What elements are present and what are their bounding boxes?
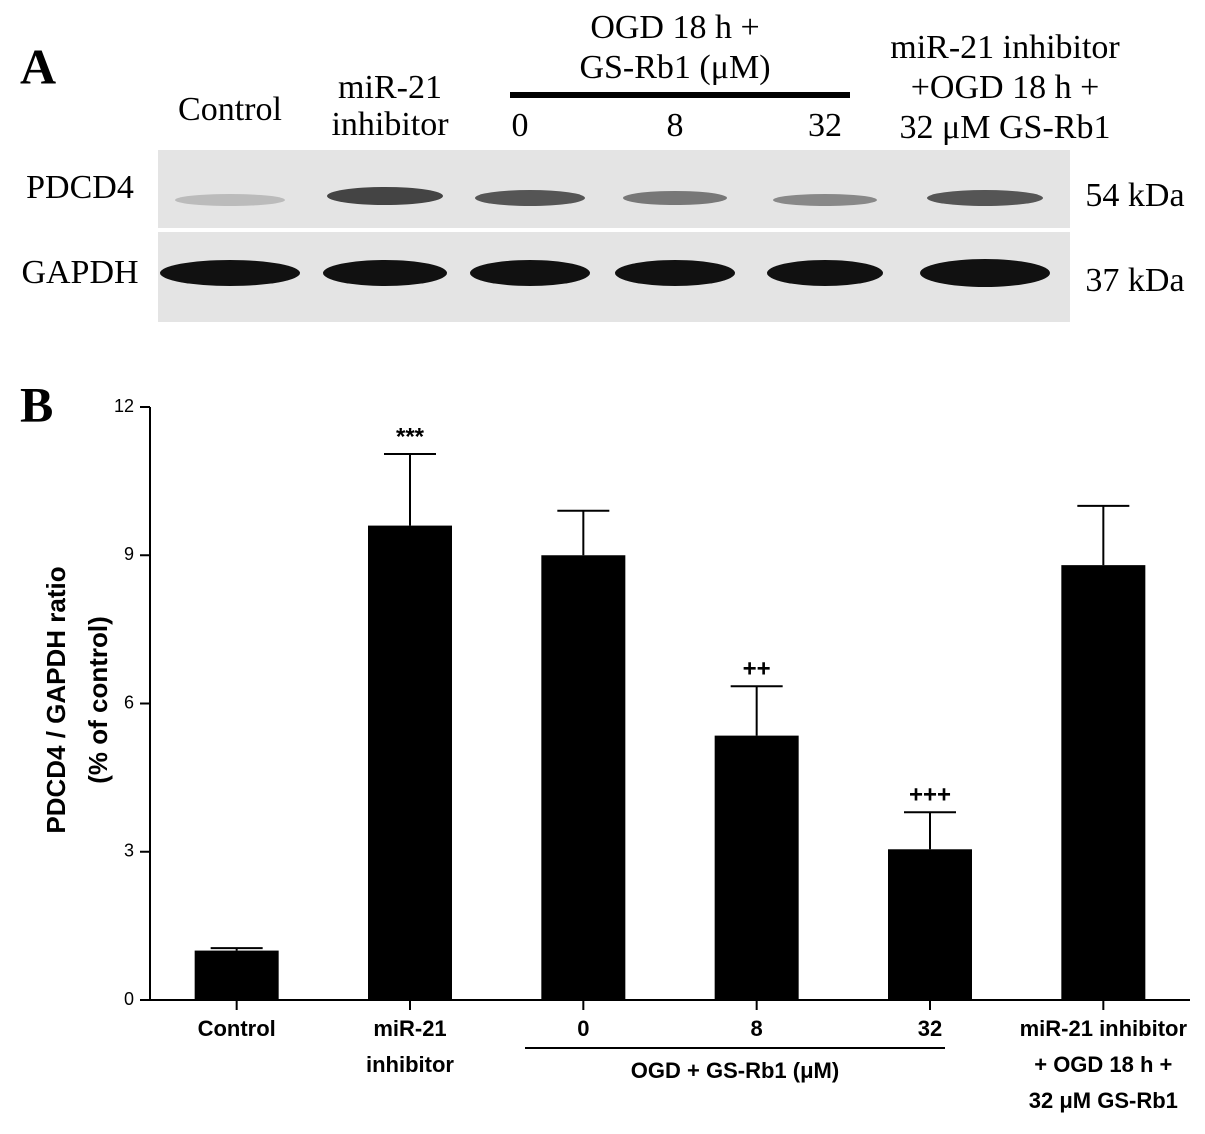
bar [368, 525, 452, 1000]
band [773, 194, 877, 206]
bar [194, 950, 279, 1000]
bands [160, 187, 1050, 287]
band [615, 260, 735, 286]
row-size: 37 kDa [1085, 262, 1184, 299]
lane-label: miR-21 inhibitor [890, 29, 1120, 66]
bar [1061, 565, 1146, 1000]
band [475, 190, 585, 206]
panel-label: A [20, 38, 56, 94]
y-axis-label: (% of control) [83, 616, 113, 784]
blot-gapdh [158, 232, 1070, 322]
lane-label: 32 μM GS-Rb1 [900, 109, 1111, 146]
x-tick-label: + OGD 18 h + [1034, 1052, 1172, 1077]
y-tick-label: 3 [124, 841, 134, 861]
significance: ++ [743, 656, 771, 683]
x-tick-label: 0 [577, 1016, 589, 1041]
band [767, 260, 883, 286]
band [327, 187, 443, 205]
group-label: GS-Rb1 (μM) [579, 49, 770, 86]
lane-label: 0 [512, 107, 529, 144]
x-tick-label: Control [198, 1016, 276, 1041]
lane-label: inhibitor [331, 106, 449, 143]
group-label: OGD 18 h + [590, 9, 759, 46]
band [470, 260, 590, 286]
bar [714, 735, 799, 1000]
x-tick-label: 8 [751, 1016, 763, 1041]
blot-pdcd4 [158, 150, 1070, 228]
band [927, 190, 1043, 206]
x-tick-label: miR-21 [373, 1016, 446, 1041]
lane-label: 32 [808, 107, 842, 144]
band [323, 260, 447, 286]
y-tick-label: 12 [114, 396, 134, 416]
row-name: PDCD4 [26, 169, 134, 206]
y-axis-label: PDCD4 / GAPDH ratio [41, 566, 71, 833]
x-tick-label: miR-21 inhibitor [1020, 1016, 1188, 1041]
band [623, 191, 727, 205]
y-tick-label: 9 [124, 544, 134, 564]
band [920, 259, 1050, 287]
bar [541, 555, 626, 1000]
group-label: OGD + GS-Rb1 (μM) [631, 1058, 839, 1083]
row-size: 54 kDa [1085, 177, 1184, 214]
y-tick-label: 6 [124, 692, 134, 712]
row-name: GAPDH [21, 254, 138, 291]
band [160, 260, 300, 286]
lane-label: 8 [667, 107, 684, 144]
bar [888, 849, 972, 1000]
significance: +++ [909, 782, 951, 809]
x-tick-label: 32 [918, 1016, 942, 1041]
x-tick-label: inhibitor [366, 1052, 454, 1077]
lane-label: +OGD 18 h + [911, 69, 1100, 106]
x-tick-label: 32 μM GS-Rb1 [1029, 1088, 1178, 1113]
band [175, 194, 285, 206]
y-tick-label: 0 [124, 989, 134, 1009]
significance: *** [396, 423, 425, 450]
lane-label: Control [178, 91, 282, 128]
panel-label: B [20, 376, 53, 432]
lane-label: miR-21 [338, 69, 442, 106]
